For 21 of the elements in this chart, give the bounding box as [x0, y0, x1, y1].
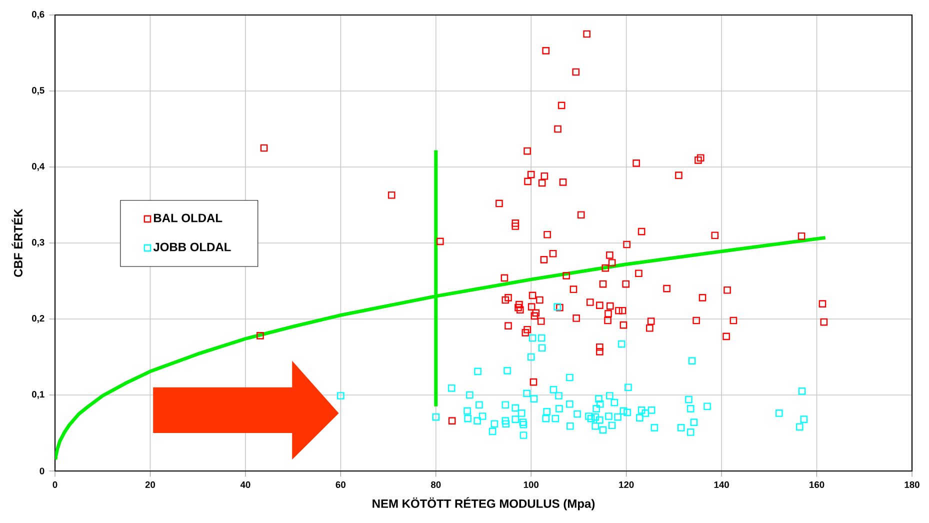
x-tick-label: 40: [240, 481, 250, 488]
x-axis-title: NEM KÖTÖTT RÉTEG MODULUS (Mpa): [372, 497, 595, 510]
y-tick-label: 0: [40, 468, 44, 474]
x-tick-label: 120: [619, 481, 634, 488]
y-tick-label: 0,2: [32, 315, 44, 323]
legend-label: BAL OLDAL: [154, 214, 222, 222]
y-tick-label: 0,3: [32, 239, 44, 247]
x-tick-label: 140: [714, 481, 729, 488]
x-tick-label: 160: [810, 481, 824, 488]
x-tick-label: 20: [145, 481, 156, 488]
x-tick-label: 100: [524, 481, 539, 488]
legend-label: JOBB OLDAL: [153, 242, 231, 252]
y-tick-label: 0,5: [32, 87, 44, 95]
y-tick-label: 0,1: [32, 391, 44, 399]
x-tick-label: 60: [336, 481, 346, 488]
y-tick-label: 0,4: [32, 163, 45, 171]
x-tick-label: 80: [430, 481, 441, 488]
y-tick-label: 0,6: [32, 11, 44, 19]
y-axis-title: CBF ÉRTÉK: [12, 208, 22, 277]
x-tick-label: 180: [904, 481, 920, 488]
x-tick-label: 0: [52, 481, 58, 488]
